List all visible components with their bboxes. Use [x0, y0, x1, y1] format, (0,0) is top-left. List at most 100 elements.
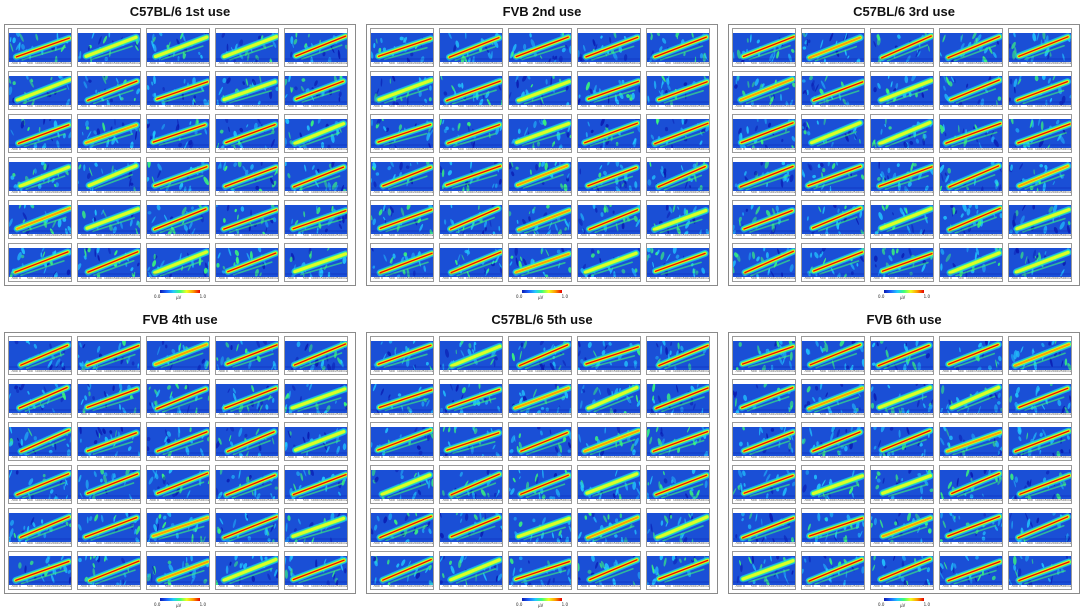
spectrogram-plot	[871, 162, 933, 191]
x-axis-ticks: -50005001000150020002500ms	[287, 584, 347, 589]
x-tick-label: ms	[705, 455, 709, 459]
x-tick-label: 2000	[258, 104, 266, 108]
panel: C57BL/6 5th use -5000 500 1000150020002500m…	[366, 310, 718, 610]
x-tick-label: 2000	[844, 61, 852, 65]
x-tick-label: ms	[274, 61, 278, 65]
x-tick-label: 2500	[990, 412, 998, 416]
spectrogram-plot	[940, 76, 1002, 105]
x-tick-label: 2000	[844, 276, 852, 280]
spectrogram-plot	[647, 513, 709, 542]
x-tick-label: 0	[381, 369, 383, 373]
colorbar: 0.0 1.0 μV	[516, 598, 568, 610]
x-tick-label: 500	[596, 276, 602, 280]
x-tick-label: 1000	[397, 455, 405, 459]
x-axis-ticks: -50005001000150020002500ms	[80, 584, 140, 589]
x-tick-label: 1500	[1043, 498, 1051, 502]
spectrogram-plot	[940, 205, 1002, 234]
x-tick-label: ms	[860, 584, 864, 588]
x-tick-label: 500	[596, 190, 602, 194]
x-tick-label: 2500	[266, 104, 274, 108]
x-tick-label: -500	[1011, 276, 1018, 280]
x-tick-label: ms	[136, 584, 140, 588]
x-axis-ticks: -50005001000150020002500ms	[873, 412, 933, 417]
x-tick-label: 2500	[628, 276, 636, 280]
spectrogram-plot	[871, 33, 933, 62]
spectrogram-tile: -50005001000150020002500ms	[370, 71, 434, 110]
x-tick-label: 500	[303, 276, 309, 280]
x-tick-label: 500	[234, 369, 240, 373]
x-tick-label: 1500	[474, 61, 482, 65]
spectrogram-plot	[78, 205, 140, 234]
spectrogram-plot	[940, 33, 1002, 62]
x-tick-label: 500	[458, 412, 464, 416]
x-tick-label: 2000	[482, 498, 490, 502]
x-tick-label: 1500	[112, 147, 120, 151]
x-axis-ticks: -50005001000150020002500ms	[11, 455, 71, 460]
x-tick-label: 500	[958, 412, 964, 416]
x-axis-ticks: -50005001000150020002500ms	[149, 104, 209, 109]
x-tick-label: 1000	[104, 412, 112, 416]
x-axis-ticks: -50005001000150020002500ms	[735, 455, 795, 460]
spectrogram-tile: -50005001000150020002500ms	[77, 551, 141, 590]
spectrogram-tile: -50005001000150020002500ms	[939, 422, 1003, 461]
x-tick-label: 2500	[59, 147, 67, 151]
x-axis-ticks: -50005001000150020002500ms	[287, 455, 347, 460]
x-tick-label: 500	[958, 455, 964, 459]
x-tick-label: 2500	[335, 412, 343, 416]
x-tick-label: 1000	[1035, 190, 1043, 194]
x-axis-ticks: -50005001000150020002500ms	[649, 104, 709, 109]
x-tick-label: -500	[580, 412, 587, 416]
x-axis-ticks: -50005001000150020002500ms	[149, 233, 209, 238]
x-tick-label: -500	[11, 104, 18, 108]
x-tick-label: 1500	[43, 455, 51, 459]
x-tick-label: 0	[226, 369, 228, 373]
x-axis-ticks: -50005001000150020002500ms	[873, 584, 933, 589]
x-tick-label: 500	[596, 455, 602, 459]
x-tick-label: 1500	[319, 147, 327, 151]
x-tick-label: 500	[27, 541, 33, 545]
x-tick-label: 500	[234, 498, 240, 502]
tile-grid: -50005001000150020002500ms -5000500100015…	[366, 24, 718, 286]
x-tick-label: ms	[636, 147, 640, 151]
spectrogram-tile: -50005001000150020002500ms	[577, 551, 641, 590]
x-tick-label: -500	[580, 541, 587, 545]
spectrogram-tile: -50005001000150020002500ms	[439, 243, 503, 282]
x-tick-label: 1000	[242, 147, 250, 151]
x-tick-label: 0	[950, 541, 952, 545]
x-tick-label: 1500	[1043, 61, 1051, 65]
x-tick-label: 2500	[197, 498, 205, 502]
x-tick-label: 2000	[913, 233, 921, 237]
x-tick-label: 1500	[543, 276, 551, 280]
x-tick-label: 500	[389, 498, 395, 502]
x-tick-label: 0	[588, 498, 590, 502]
x-tick-label: ms	[205, 455, 209, 459]
x-axis-ticks: -50005001000150020002500ms	[149, 369, 209, 374]
x-tick-label: 500	[96, 412, 102, 416]
x-tick-label: 2500	[490, 61, 498, 65]
spectrogram-plot	[509, 162, 571, 191]
x-tick-label: 2500	[697, 584, 705, 588]
spectrogram-plot	[1009, 119, 1071, 148]
x-tick-label: 1000	[104, 104, 112, 108]
x-tick-label: 2000	[120, 276, 128, 280]
x-tick-label: 0	[19, 276, 21, 280]
x-tick-label: -500	[373, 147, 380, 151]
x-tick-label: ms	[705, 276, 709, 280]
x-axis-ticks: -50005001000150020002500ms	[942, 369, 1002, 374]
spectrogram-plot	[509, 205, 571, 234]
x-tick-label: 2000	[620, 147, 628, 151]
x-tick-label: ms	[998, 455, 1002, 459]
x-tick-label: 2500	[59, 190, 67, 194]
x-tick-label: ms	[860, 541, 864, 545]
x-axis-ticks: -50005001000150020002500ms	[11, 233, 71, 238]
x-tick-label: 0	[295, 233, 297, 237]
x-tick-label: 2500	[697, 190, 705, 194]
x-tick-label: 500	[303, 369, 309, 373]
x-axis-ticks: -50005001000150020002500ms	[373, 369, 433, 374]
x-tick-label: ms	[274, 233, 278, 237]
x-tick-label: ms	[429, 190, 433, 194]
x-tick-label: 2500	[490, 104, 498, 108]
spectrogram-tile: -50005001000150020002500ms	[77, 508, 141, 547]
spectrogram-plot	[216, 119, 278, 148]
x-tick-label: 500	[820, 233, 826, 237]
